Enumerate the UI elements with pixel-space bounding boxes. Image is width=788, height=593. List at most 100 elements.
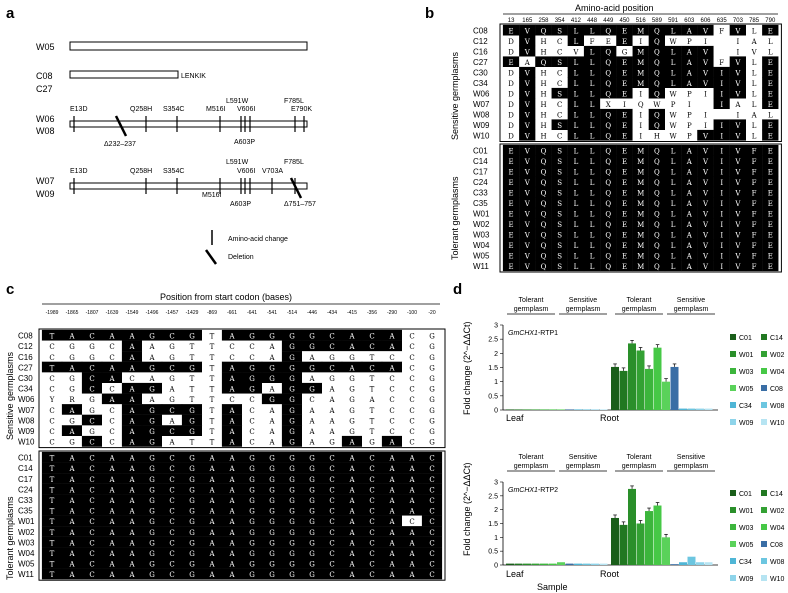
residue: T <box>210 439 215 447</box>
residue: A <box>208 508 215 516</box>
residue: V <box>702 28 709 36</box>
alignment-cell <box>422 372 442 383</box>
residue: L <box>574 242 579 250</box>
residue: E <box>768 190 773 198</box>
residue: A <box>348 439 355 447</box>
residue: C <box>429 455 434 463</box>
residue: A <box>128 428 135 436</box>
residue: A <box>68 333 75 341</box>
residue: G <box>169 354 175 362</box>
alignment-cell <box>162 383 182 394</box>
residue: Q <box>605 148 611 156</box>
bar <box>582 563 591 565</box>
residue: V <box>524 28 531 36</box>
residue: G <box>89 407 95 415</box>
residue: C <box>389 396 394 404</box>
residue: G <box>269 497 275 505</box>
residue: T <box>190 354 195 362</box>
alignment-cell <box>42 340 62 352</box>
y-tick-label: 0 <box>494 408 498 415</box>
residue: V <box>702 221 709 229</box>
residue: G <box>69 375 75 383</box>
tolerant-block-frame <box>38 450 446 581</box>
residue: A <box>228 550 235 558</box>
residue: G <box>289 375 295 383</box>
alignment-cell <box>519 56 536 67</box>
tissue-label-leaf-2: Leaf <box>506 569 524 579</box>
bar <box>628 488 636 565</box>
residue: E <box>509 190 514 198</box>
residue: C <box>389 407 394 415</box>
residue: C <box>89 465 94 473</box>
residue: G <box>189 417 195 425</box>
residue: A <box>228 439 235 447</box>
residue: G <box>289 486 295 494</box>
residue: G <box>149 364 155 372</box>
residue: E <box>768 232 773 240</box>
alignment-cell <box>342 425 362 436</box>
residue: A <box>128 476 135 484</box>
residue: C <box>89 561 94 569</box>
residue: A <box>208 486 215 494</box>
residue: C <box>329 333 334 341</box>
alignment-cell <box>322 372 342 383</box>
residue: G <box>149 550 155 558</box>
bar <box>645 511 653 565</box>
residue: C <box>249 343 254 351</box>
mut-a603p-2: A603P <box>230 201 251 208</box>
position-label: -290 <box>387 310 397 316</box>
residue: C <box>89 550 94 558</box>
residue: A <box>388 550 395 558</box>
residue: Q <box>654 112 660 120</box>
alignment-cell <box>382 404 402 415</box>
bar <box>591 409 599 410</box>
alignment-cell <box>42 383 62 394</box>
residue: V <box>524 169 531 177</box>
residue: C <box>169 550 174 558</box>
residue: A <box>268 386 275 394</box>
legend-label: W10 <box>770 420 785 427</box>
residue: F <box>590 38 595 46</box>
residue: Q <box>605 158 611 166</box>
residue: A <box>208 476 215 484</box>
bar <box>662 537 670 565</box>
residue: L <box>590 133 595 141</box>
residue: V <box>702 179 709 187</box>
row-label: W07 <box>18 406 35 415</box>
residue: V <box>734 28 741 36</box>
bar <box>548 563 557 565</box>
residue: V <box>702 242 709 250</box>
panel-c-letter: c <box>6 281 14 298</box>
residue: C <box>89 455 94 463</box>
residue: L <box>574 179 579 187</box>
residue: D <box>508 112 514 120</box>
residue: E <box>622 122 627 130</box>
residue: I <box>720 242 723 250</box>
alignment-cell <box>362 404 382 415</box>
residue: C <box>429 539 434 547</box>
alignment-cell <box>535 130 552 141</box>
residue: A <box>108 571 115 579</box>
residue: E <box>509 169 514 177</box>
residue: L <box>671 211 676 219</box>
residue: S <box>557 158 562 166</box>
alignment-cell <box>222 393 242 405</box>
residue: C <box>89 571 94 579</box>
residue: C <box>429 486 434 494</box>
residue: M <box>637 59 644 67</box>
panel-b-title: Amino-acid position <box>575 3 654 13</box>
residue: L <box>574 169 579 177</box>
residue: L <box>671 232 676 240</box>
residue: A <box>108 497 115 505</box>
residue: Q <box>605 169 611 177</box>
residue: A <box>524 59 531 67</box>
position-label: -641 <box>247 310 257 316</box>
residue: A <box>408 455 415 463</box>
position-label: -1989 <box>46 310 59 316</box>
row-label: W04 <box>473 241 490 250</box>
residue: V <box>524 221 531 229</box>
residue: E <box>509 253 514 261</box>
panel-a: a W05 C08 C27 LENKIK E13D Q258H S354C M5… <box>6 5 316 265</box>
residue: Q <box>605 253 611 261</box>
